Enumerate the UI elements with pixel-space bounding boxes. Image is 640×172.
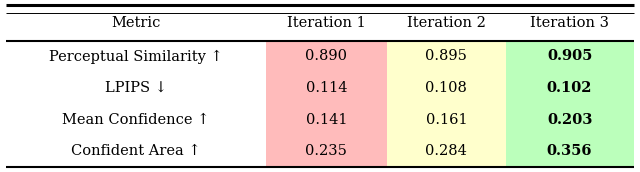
- Bar: [506, 41, 634, 167]
- Text: 0.141: 0.141: [306, 112, 347, 127]
- Bar: [387, 41, 506, 167]
- Bar: [266, 41, 387, 167]
- Text: Confident Area ↑: Confident Area ↑: [71, 144, 201, 158]
- Bar: [6, 5, 634, 41]
- Text: Mean Confidence ↑: Mean Confidence ↑: [62, 112, 210, 127]
- Text: Iteration 2: Iteration 2: [407, 16, 486, 30]
- Text: 0.284: 0.284: [426, 144, 467, 158]
- Text: Perceptual Similarity ↑: Perceptual Similarity ↑: [49, 49, 223, 64]
- Text: 0.890: 0.890: [305, 50, 348, 63]
- Text: 0.102: 0.102: [547, 81, 593, 95]
- Text: LPIPS ↓: LPIPS ↓: [105, 81, 167, 95]
- Text: 0.356: 0.356: [547, 144, 593, 158]
- Text: Iteration 1: Iteration 1: [287, 16, 366, 30]
- Text: Metric: Metric: [111, 16, 161, 30]
- Text: 0.235: 0.235: [305, 144, 348, 158]
- Text: 0.161: 0.161: [426, 112, 467, 127]
- Text: 0.108: 0.108: [426, 81, 467, 95]
- Text: 0.114: 0.114: [306, 81, 347, 95]
- Text: 0.905: 0.905: [547, 50, 592, 63]
- Text: Iteration 3: Iteration 3: [530, 16, 609, 30]
- Text: 0.895: 0.895: [426, 50, 467, 63]
- Text: 0.203: 0.203: [547, 112, 592, 127]
